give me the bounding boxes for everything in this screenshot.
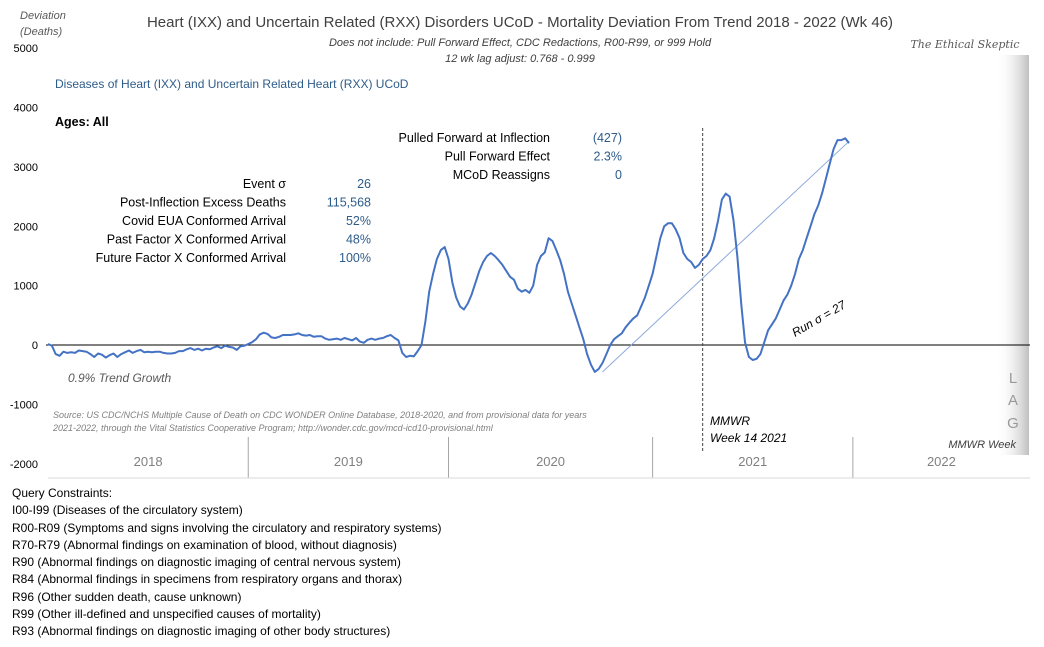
year-label: 2019 [334, 454, 363, 469]
run-trend-line [602, 140, 850, 373]
stat-label: Event σ [243, 177, 286, 191]
stat-value: 0 [615, 168, 622, 182]
lag-letter-a: A [1008, 392, 1018, 409]
lag-letter-g: G [1007, 415, 1019, 432]
stat-value: 2.3% [594, 150, 623, 164]
mortality-deviation-chart: Heart (IXX) and Uncertain Related (RXX) … [10, 10, 1030, 479]
stats-left-block: Event σ 26 Post-Inflection Excess Deaths 11… [96, 177, 371, 265]
stat-value: 52% [346, 214, 371, 228]
stat-value: 115,568 [327, 196, 371, 210]
constraints-heading: Query Constraints: [12, 486, 113, 500]
y-axis-label-line1: Deviation [20, 10, 66, 22]
chart-subtitle-1: Does not include: Pull Forward Effect, C… [329, 37, 712, 49]
deviation-series-line [47, 137, 850, 373]
stat-value: 26 [357, 177, 371, 191]
trend-growth-label: 0.9% Trend Growth [68, 371, 171, 385]
series-label: Diseases of Heart (IXX) and Uncertain Re… [55, 77, 409, 91]
constraint-item: R84 (Abnormal findings in specimens from… [12, 572, 403, 587]
y-tick-label: 2000 [14, 221, 38, 233]
stat-label: MCoD Reassigns [453, 168, 550, 182]
stat-label: Past Factor X Conformed Arrival [107, 233, 286, 247]
stat-value: 100% [339, 251, 371, 265]
stat-label: Covid EUA Conformed Arrival [122, 214, 286, 228]
chart-subtitle-2: 12 wk lag adjust: 0.768 - 0.999 [445, 53, 595, 65]
stat-label: Pulled Forward at Inflection [399, 131, 551, 145]
stat-label: Post-Inflection Excess Deaths [120, 196, 286, 210]
run-sigma-label: Run σ = 27 [790, 297, 850, 340]
constraint-item: R00-R09 (Symptoms and signs involving th… [12, 520, 442, 535]
lag-band [996, 55, 1029, 455]
year-label: 2018 [134, 454, 163, 469]
constraint-item: R70-R79 (Abnormal findings on examinatio… [12, 537, 397, 552]
brand-label: The Ethical Skeptic [910, 38, 1019, 51]
year-axis: 2018 2019 2020 2021 2022 [48, 437, 1030, 479]
y-tick-label: -1000 [10, 400, 38, 412]
y-tick-label: 0 [32, 340, 38, 352]
x-axis-label: MMWR Week [948, 439, 1016, 451]
source-note-line2: 2021-2022, through the Vital Statistics … [52, 423, 494, 433]
constraint-item: R93 (Abnormal findings on diagnostic ima… [12, 624, 391, 639]
chart-title: Heart (IXX) and Uncertain Related (RXX) … [147, 14, 893, 31]
constraint-item: R90 (Abnormal findings on diagnostic ima… [12, 555, 401, 570]
source-note-line1: Source: US CDC/NCHS Multiple Cause of De… [53, 410, 587, 420]
stat-value: 48% [346, 233, 371, 247]
stat-label: Pull Forward Effect [445, 150, 551, 164]
y-tick-label: 1000 [14, 281, 38, 293]
query-constraints: Query Constraints: I00-I99 (Diseases of … [12, 485, 442, 641]
stat-value: (427) [593, 131, 622, 145]
constraint-item: R99 (Other ill-defined and unspecified c… [12, 607, 321, 622]
y-axis-ticks: -2000 -1000 0 1000 2000 3000 4000 5000 [10, 43, 38, 471]
lag-letter-l: L [1009, 370, 1017, 387]
mmwr-note-line1: MMWR [710, 414, 750, 428]
year-label: 2020 [536, 454, 565, 469]
constraint-item: R96 (Other sudden death, cause unknown) [12, 589, 242, 604]
y-tick-label: -2000 [10, 459, 38, 471]
y-tick-label: 5000 [14, 43, 38, 55]
stat-label: Future Factor X Conformed Arrival [96, 251, 286, 265]
year-label: 2021 [738, 454, 767, 469]
y-tick-label: 3000 [14, 162, 38, 174]
mmwr-note-line2: Week 14 2021 [710, 431, 787, 445]
y-tick-label: 4000 [14, 102, 38, 114]
stats-right-block: Pulled Forward at Inflection (427) Pull Fo… [399, 131, 623, 182]
ages-label: Ages: All [55, 115, 109, 129]
constraint-item: I00-I99 (Diseases of the circulatory sys… [12, 503, 243, 518]
year-label: 2022 [927, 454, 956, 469]
y-axis-label-line2: (Deaths) [20, 26, 63, 38]
